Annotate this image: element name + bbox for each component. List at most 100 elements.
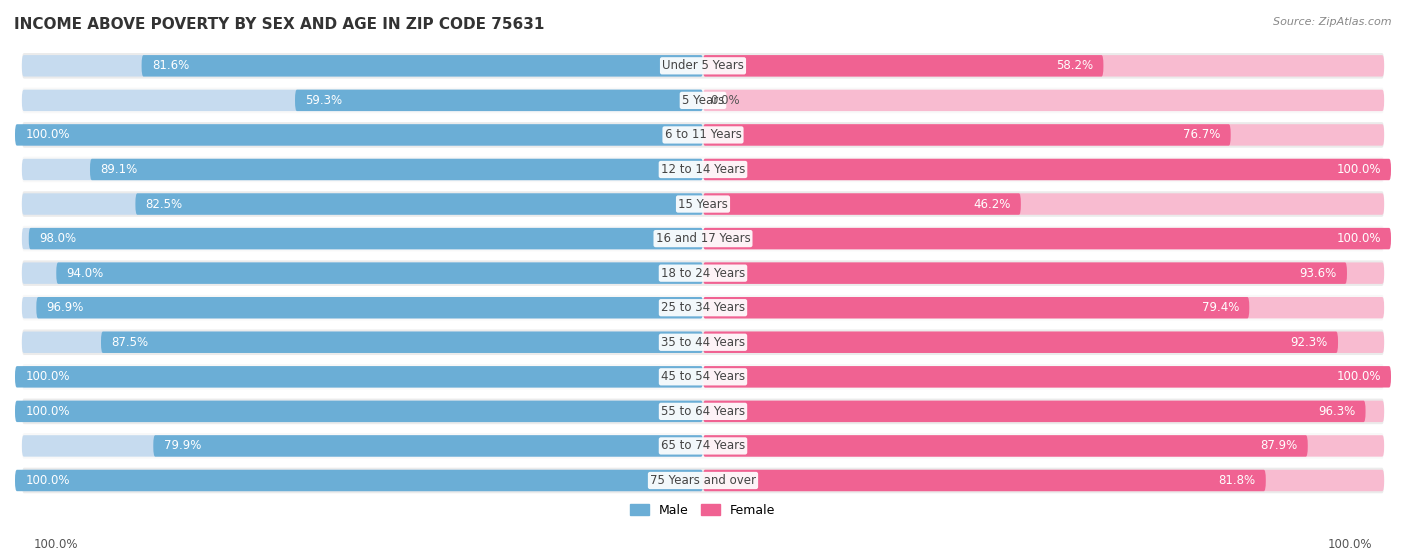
FancyBboxPatch shape — [703, 228, 1384, 249]
FancyBboxPatch shape — [703, 470, 1384, 491]
Text: 94.0%: 94.0% — [66, 267, 104, 280]
Text: 98.0%: 98.0% — [39, 232, 76, 245]
FancyBboxPatch shape — [22, 401, 703, 422]
Text: 100.0%: 100.0% — [1336, 163, 1381, 176]
Text: 76.7%: 76.7% — [1182, 129, 1220, 141]
FancyBboxPatch shape — [703, 401, 1365, 422]
Text: 18 to 24 Years: 18 to 24 Years — [661, 267, 745, 280]
FancyBboxPatch shape — [22, 193, 703, 215]
FancyBboxPatch shape — [22, 262, 703, 284]
FancyBboxPatch shape — [703, 55, 1104, 77]
Text: 15 Years: 15 Years — [678, 197, 728, 211]
FancyBboxPatch shape — [703, 124, 1230, 146]
Text: 0.0%: 0.0% — [710, 94, 740, 107]
FancyBboxPatch shape — [15, 124, 703, 146]
FancyBboxPatch shape — [22, 435, 703, 457]
Text: 35 to 44 Years: 35 to 44 Years — [661, 336, 745, 349]
Text: 100.0%: 100.0% — [25, 370, 70, 383]
FancyBboxPatch shape — [22, 366, 703, 387]
FancyBboxPatch shape — [90, 159, 703, 180]
FancyBboxPatch shape — [22, 124, 703, 146]
FancyBboxPatch shape — [703, 401, 1384, 422]
FancyBboxPatch shape — [703, 297, 1384, 319]
FancyBboxPatch shape — [135, 193, 703, 215]
FancyBboxPatch shape — [22, 55, 703, 77]
FancyBboxPatch shape — [703, 159, 1384, 180]
FancyBboxPatch shape — [22, 433, 1384, 459]
Text: INCOME ABOVE POVERTY BY SEX AND AGE IN ZIP CODE 75631: INCOME ABOVE POVERTY BY SEX AND AGE IN Z… — [14, 17, 544, 32]
FancyBboxPatch shape — [703, 228, 1391, 249]
Text: 100.0%: 100.0% — [34, 538, 79, 551]
Text: 79.9%: 79.9% — [163, 439, 201, 452]
FancyBboxPatch shape — [295, 89, 703, 111]
FancyBboxPatch shape — [56, 262, 703, 284]
FancyBboxPatch shape — [22, 159, 703, 180]
Text: 55 to 64 Years: 55 to 64 Years — [661, 405, 745, 418]
Text: 93.6%: 93.6% — [1299, 267, 1337, 280]
FancyBboxPatch shape — [22, 88, 1384, 113]
Text: 100.0%: 100.0% — [1327, 538, 1372, 551]
FancyBboxPatch shape — [22, 331, 703, 353]
FancyBboxPatch shape — [22, 329, 1384, 355]
Text: 81.8%: 81.8% — [1219, 474, 1256, 487]
FancyBboxPatch shape — [703, 262, 1347, 284]
Text: 6 to 11 Years: 6 to 11 Years — [665, 129, 741, 141]
FancyBboxPatch shape — [22, 53, 1384, 79]
Text: 25 to 34 Years: 25 to 34 Years — [661, 301, 745, 314]
Text: 87.5%: 87.5% — [111, 336, 149, 349]
Text: Source: ZipAtlas.com: Source: ZipAtlas.com — [1274, 17, 1392, 27]
FancyBboxPatch shape — [22, 468, 1384, 493]
Text: 58.2%: 58.2% — [1056, 59, 1092, 72]
FancyBboxPatch shape — [703, 366, 1391, 387]
FancyBboxPatch shape — [37, 297, 703, 319]
FancyBboxPatch shape — [22, 226, 1384, 252]
FancyBboxPatch shape — [22, 260, 1384, 286]
Text: 16 and 17 Years: 16 and 17 Years — [655, 232, 751, 245]
FancyBboxPatch shape — [703, 470, 1265, 491]
Text: 89.1%: 89.1% — [100, 163, 138, 176]
FancyBboxPatch shape — [22, 89, 703, 111]
FancyBboxPatch shape — [15, 470, 703, 491]
FancyBboxPatch shape — [22, 364, 1384, 390]
FancyBboxPatch shape — [22, 295, 1384, 320]
Text: 100.0%: 100.0% — [1336, 370, 1381, 383]
FancyBboxPatch shape — [22, 122, 1384, 148]
FancyBboxPatch shape — [703, 331, 1384, 353]
Text: 100.0%: 100.0% — [1336, 232, 1381, 245]
FancyBboxPatch shape — [703, 124, 1384, 146]
Text: 96.3%: 96.3% — [1317, 405, 1355, 418]
Text: 79.4%: 79.4% — [1202, 301, 1239, 314]
Text: 100.0%: 100.0% — [25, 474, 70, 487]
FancyBboxPatch shape — [703, 435, 1384, 457]
FancyBboxPatch shape — [22, 297, 703, 319]
FancyBboxPatch shape — [142, 55, 703, 77]
FancyBboxPatch shape — [703, 297, 1250, 319]
Text: 100.0%: 100.0% — [25, 405, 70, 418]
Text: 12 to 14 Years: 12 to 14 Years — [661, 163, 745, 176]
Text: 96.9%: 96.9% — [46, 301, 84, 314]
FancyBboxPatch shape — [22, 470, 703, 491]
Text: 45 to 54 Years: 45 to 54 Years — [661, 370, 745, 383]
Text: 65 to 74 Years: 65 to 74 Years — [661, 439, 745, 452]
Text: 46.2%: 46.2% — [973, 197, 1011, 211]
FancyBboxPatch shape — [22, 399, 1384, 424]
FancyBboxPatch shape — [703, 331, 1339, 353]
FancyBboxPatch shape — [703, 262, 1384, 284]
FancyBboxPatch shape — [703, 159, 1391, 180]
FancyBboxPatch shape — [153, 435, 703, 457]
Text: Under 5 Years: Under 5 Years — [662, 59, 744, 72]
Text: 92.3%: 92.3% — [1291, 336, 1327, 349]
FancyBboxPatch shape — [28, 228, 703, 249]
FancyBboxPatch shape — [703, 366, 1384, 387]
Text: 87.9%: 87.9% — [1260, 439, 1298, 452]
FancyBboxPatch shape — [15, 366, 703, 387]
Text: 75 Years and over: 75 Years and over — [650, 474, 756, 487]
Text: 100.0%: 100.0% — [25, 129, 70, 141]
Text: 59.3%: 59.3% — [305, 94, 343, 107]
FancyBboxPatch shape — [22, 228, 703, 249]
FancyBboxPatch shape — [703, 193, 1384, 215]
FancyBboxPatch shape — [703, 89, 1384, 111]
FancyBboxPatch shape — [22, 157, 1384, 182]
Text: 82.5%: 82.5% — [146, 197, 183, 211]
Text: 81.6%: 81.6% — [152, 59, 190, 72]
